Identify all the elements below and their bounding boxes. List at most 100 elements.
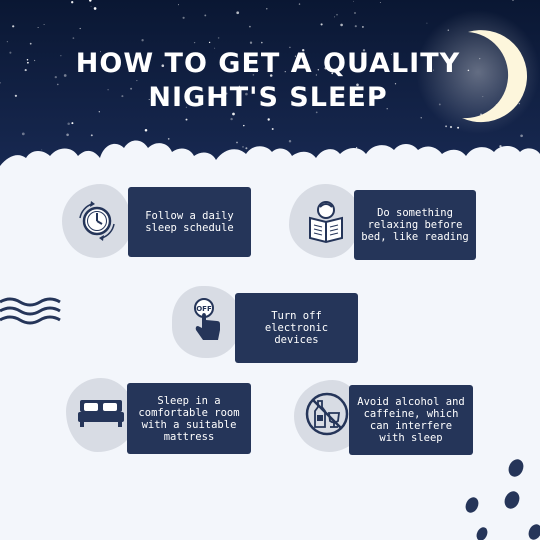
star: [193, 41, 196, 44]
star: [329, 64, 330, 66]
star: [71, 122, 74, 125]
tip-text: Do something relaxing before bed, like r…: [361, 207, 469, 243]
star: [66, 133, 69, 137]
star: [331, 72, 334, 75]
star: [90, 134, 93, 137]
star: [79, 27, 81, 30]
star: [245, 147, 248, 150]
star: [386, 108, 388, 110]
star: [72, 37, 75, 39]
star: [379, 1, 381, 4]
star: [33, 59, 36, 62]
star: [37, 27, 39, 28]
star: [249, 41, 253, 44]
star: [266, 8, 268, 10]
star: [115, 65, 118, 68]
star: [43, 23, 45, 26]
star: [71, 1, 74, 4]
star: [242, 146, 244, 148]
star: [41, 149, 43, 151]
star: [217, 37, 220, 39]
star: [182, 16, 185, 19]
star: [245, 92, 248, 96]
star: [232, 112, 235, 116]
star: [29, 42, 32, 45]
star: [320, 23, 323, 26]
star: [204, 14, 207, 17]
star: [144, 129, 148, 132]
star: [289, 46, 291, 49]
star: [520, 134, 523, 138]
dots-decoration: [465, 459, 540, 540]
star: [340, 23, 343, 27]
star: [130, 87, 133, 90]
star: [54, 75, 57, 79]
tip-card-electronic-devices: Turn off electronic devices: [235, 293, 358, 363]
reading-book-icon: [309, 201, 343, 244]
star: [354, 25, 357, 28]
star: [236, 141, 238, 144]
star: [214, 47, 216, 49]
star: [178, 4, 179, 6]
star: [351, 65, 354, 68]
star: [63, 74, 67, 77]
tip-card-comfortable-room: Sleep in a comfortable room with a suita…: [127, 383, 251, 454]
wave-lines-decoration: [0, 297, 61, 325]
star: [301, 48, 305, 52]
star: [257, 70, 259, 71]
tip-card-relaxing: Do something relaxing before bed, like r…: [354, 190, 476, 260]
star: [208, 41, 211, 44]
star: [288, 139, 292, 143]
star: [512, 0, 514, 2]
star: [56, 83, 59, 86]
star: [225, 92, 228, 95]
star: [269, 74, 273, 77]
tip-text: Sleep in a comfortable room with a suita…: [138, 394, 240, 443]
star: [334, 16, 336, 18]
star: [100, 51, 102, 53]
star: [189, 59, 191, 60]
star: [107, 88, 109, 91]
tip-card-avoid-alcohol: Avoid alcohol and caffeine, which can in…: [349, 385, 473, 455]
power-off-button-icon: OFF: [194, 298, 220, 340]
star: [299, 95, 302, 97]
star: [499, 145, 502, 148]
tip-text: Follow a daily sleep schedule: [145, 210, 234, 234]
star: [60, 55, 62, 57]
star: [148, 98, 150, 101]
clock-icon: [79, 201, 115, 241]
star: [284, 71, 286, 73]
star: [236, 63, 239, 66]
star: [352, 0, 354, 2]
star: [238, 92, 240, 94]
star: [24, 69, 27, 72]
no-alcohol-icon: [305, 392, 349, 436]
star: [362, 49, 366, 52]
star: [394, 83, 397, 85]
star: [271, 128, 274, 130]
tip-text: Avoid alcohol and caffeine, which can in…: [357, 396, 465, 444]
star: [98, 111, 100, 113]
star: [356, 83, 359, 87]
star: [340, 66, 344, 69]
title-line-2: NIGHT'S SLEEP: [148, 82, 388, 113]
star: [315, 111, 318, 114]
star: [238, 85, 240, 87]
star: [185, 106, 187, 108]
tip-card-sleep-schedule: Follow a daily sleep schedule: [128, 187, 251, 257]
star: [26, 59, 29, 61]
star: [249, 25, 251, 28]
star: [89, 0, 92, 2]
star: [354, 12, 356, 14]
star: [317, 69, 319, 71]
star: [324, 67, 327, 70]
star: [67, 122, 70, 126]
star: [148, 59, 150, 61]
star: [167, 138, 170, 140]
star: [14, 94, 18, 97]
star: [355, 147, 358, 149]
star: [264, 94, 266, 96]
star: [426, 22, 428, 24]
star: [176, 86, 178, 88]
